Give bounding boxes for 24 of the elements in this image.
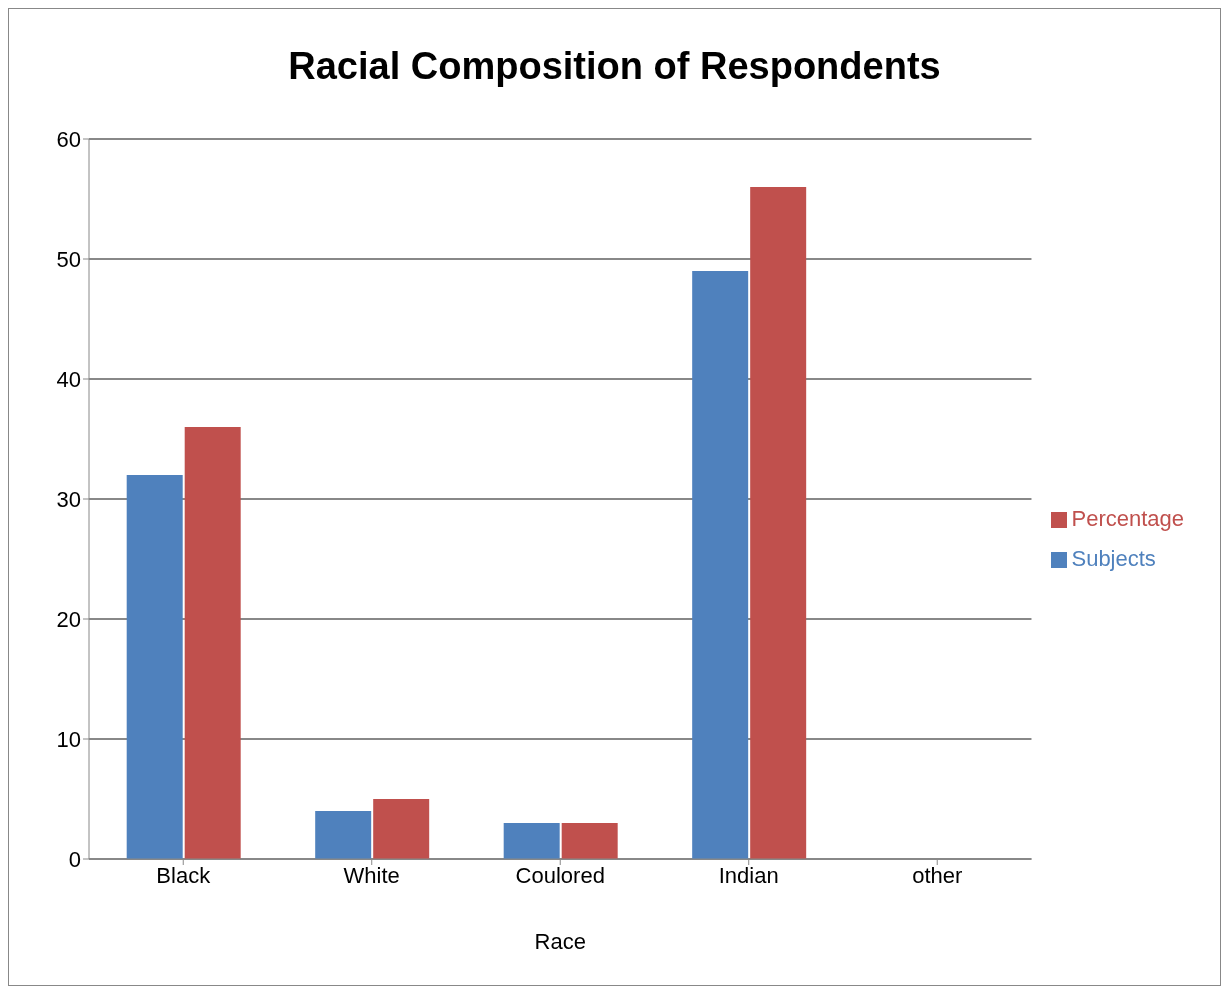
- y-tick-label: 20: [56, 606, 81, 632]
- y-tick-label: 60: [56, 126, 81, 152]
- y-tick-label: 0: [68, 846, 81, 872]
- legend-label: Percentage: [1071, 506, 1184, 531]
- bar: [126, 475, 183, 859]
- x-axis-title: Race: [534, 929, 586, 954]
- y-tick-label: 40: [56, 366, 81, 392]
- x-tick-label: Coulored: [515, 862, 605, 888]
- bar: [184, 427, 241, 859]
- x-tick-label: Indian: [718, 862, 779, 888]
- x-tick-label: Black: [156, 862, 212, 888]
- bar: [373, 799, 430, 859]
- bar: [750, 187, 807, 859]
- y-tick-label: 50: [56, 246, 81, 272]
- bar: [561, 823, 618, 859]
- x-tick-label: other: [912, 862, 963, 888]
- bar: [692, 271, 749, 859]
- x-tick-label: White: [343, 862, 400, 888]
- y-tick-label: 10: [56, 726, 81, 752]
- bar: [503, 823, 560, 859]
- legend-label: Subjects: [1071, 546, 1156, 571]
- chart-title: Racial Composition of Respondents: [287, 44, 942, 89]
- bar: [315, 811, 372, 859]
- y-tick-label: 30: [56, 486, 81, 512]
